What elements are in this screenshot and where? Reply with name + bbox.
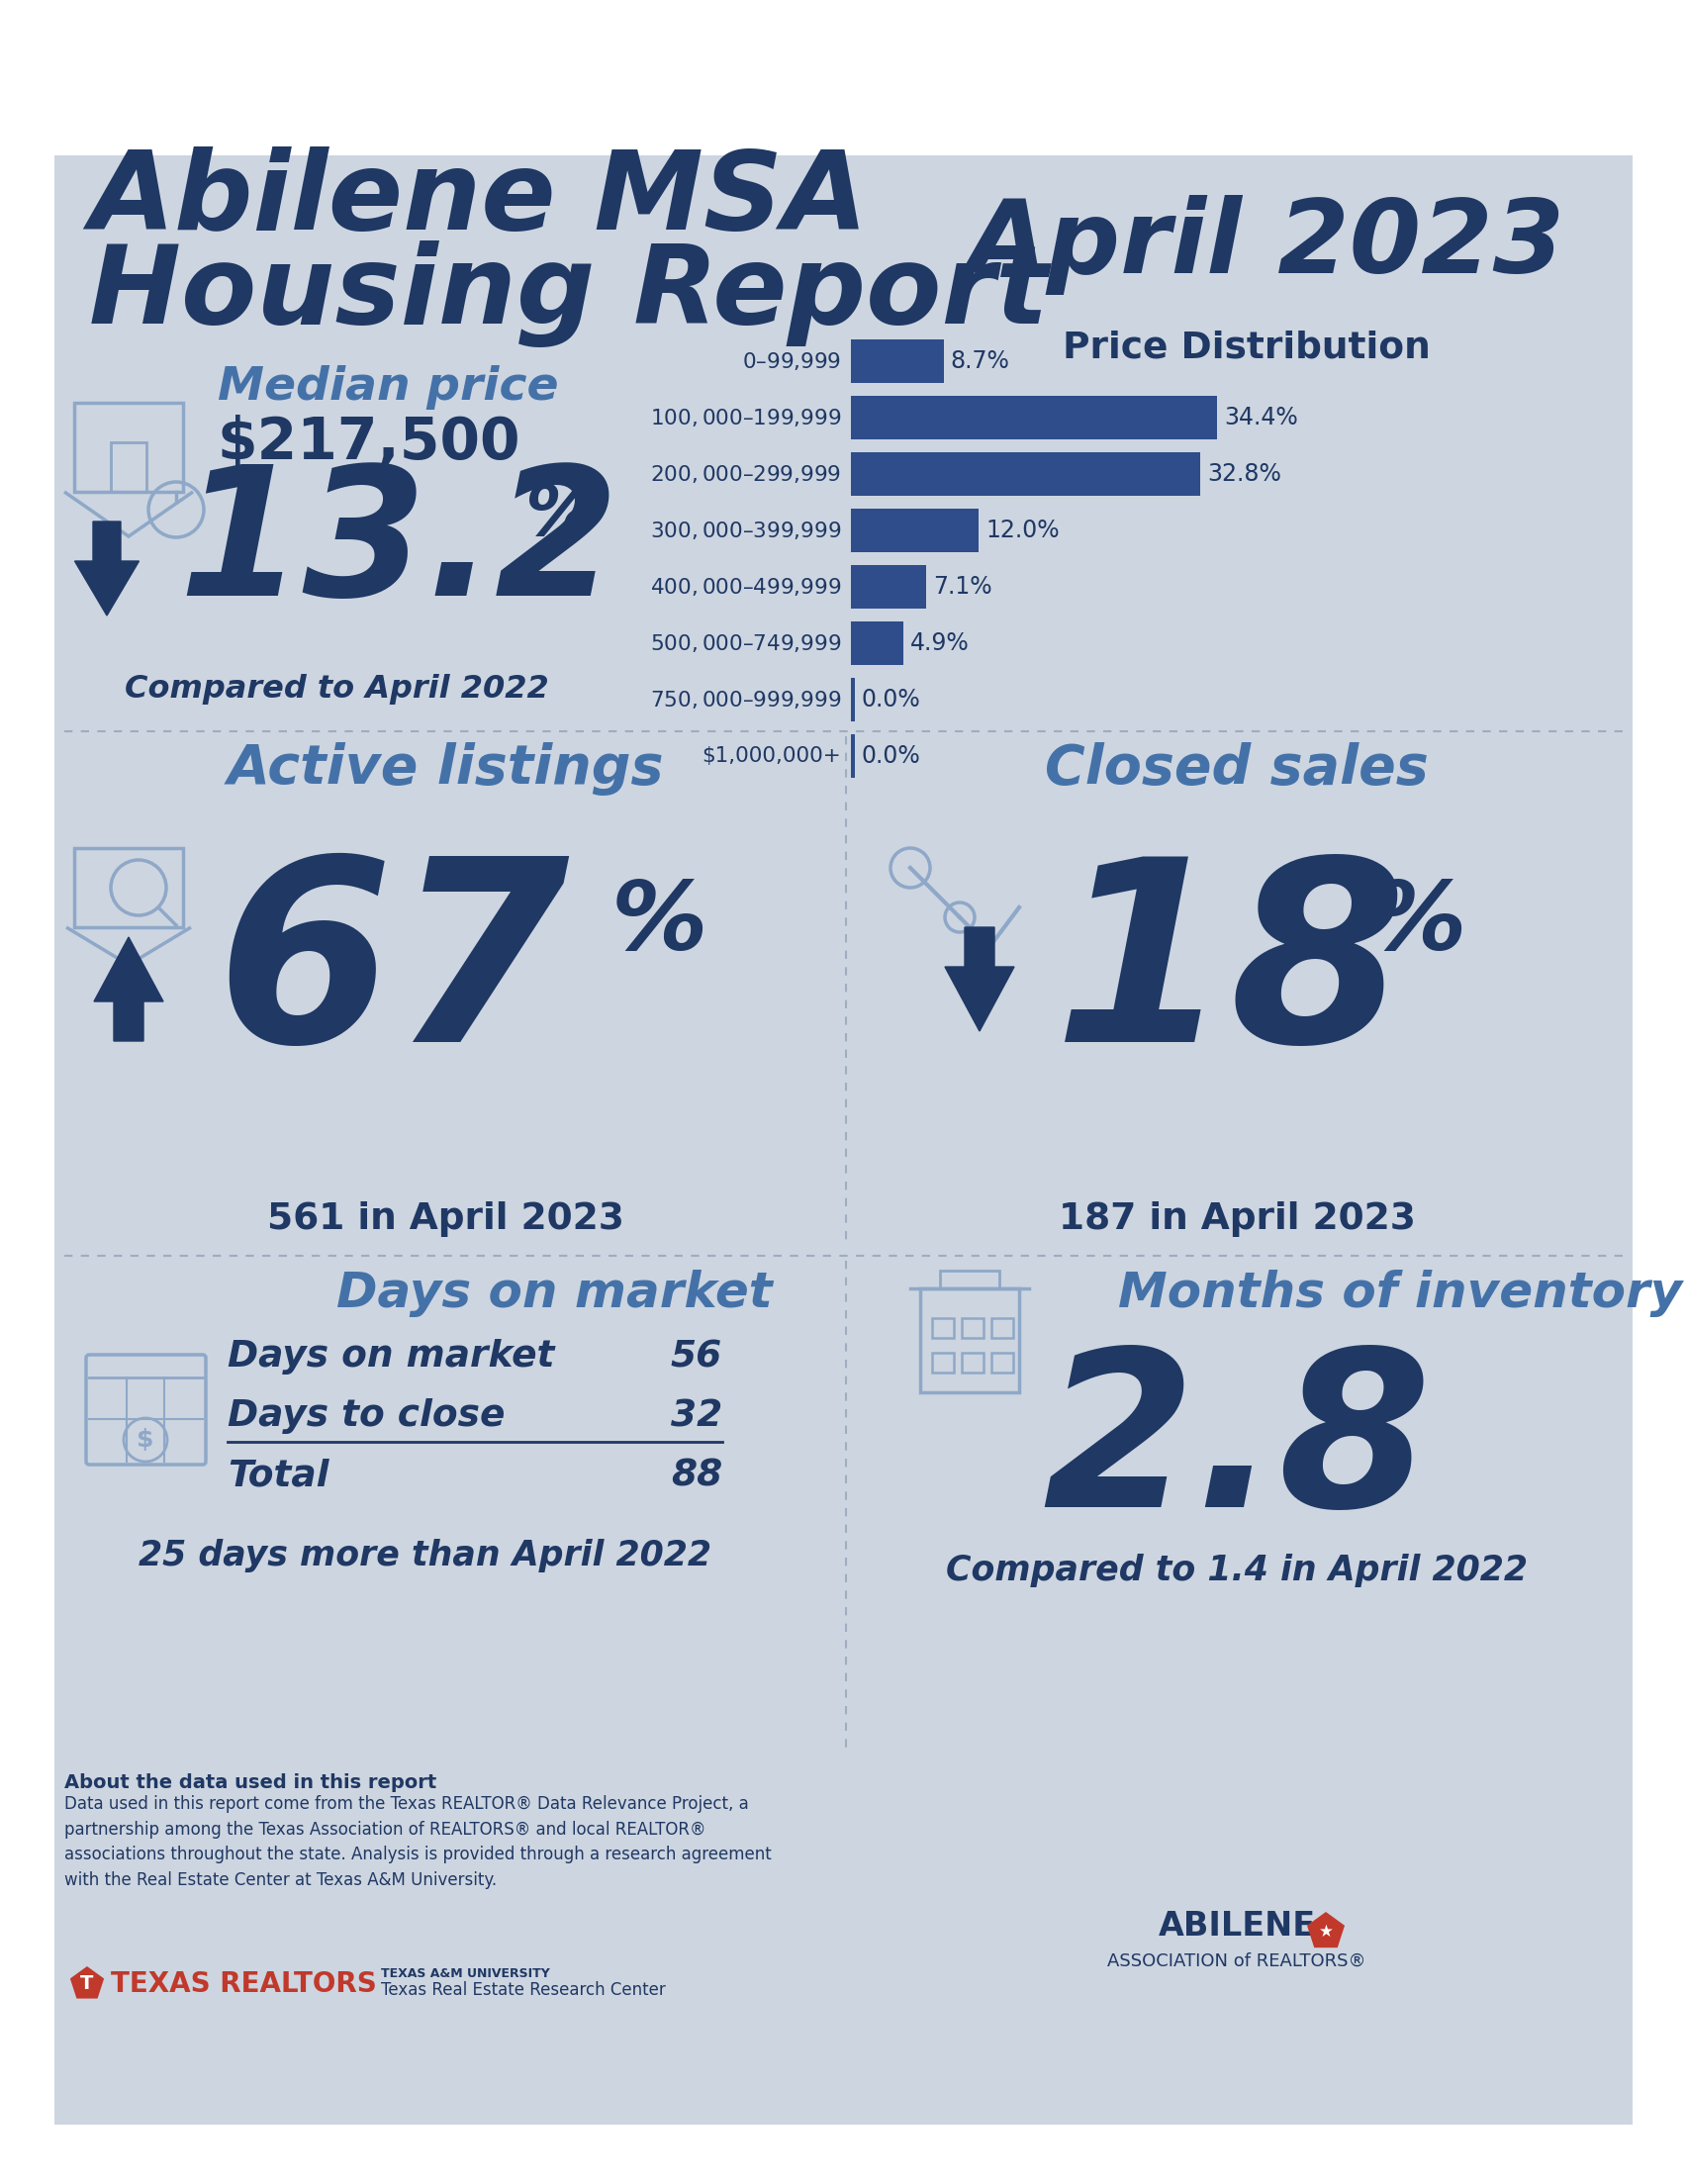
Text: 32: 32	[671, 1398, 722, 1435]
Text: $300,000 – $399,999: $300,000 – $399,999	[649, 520, 842, 542]
Text: Texas Real Estate Research Center: Texas Real Estate Research Center	[381, 1981, 666, 1998]
Text: Total: Total	[228, 1457, 329, 1494]
Text: $0 – $99,999: $0 – $99,999	[742, 349, 842, 371]
Text: 13.2: 13.2	[179, 459, 619, 633]
Bar	[992, 1352, 1014, 1372]
Text: TEXAS REALTORS: TEXAS REALTORS	[111, 1970, 376, 1998]
Text: $217,500: $217,500	[218, 415, 521, 470]
Text: $500,000 – $749,999: $500,000 – $749,999	[649, 633, 842, 655]
Text: TEXAS A&M UNIVERSITY: TEXAS A&M UNIVERSITY	[381, 1968, 550, 1981]
Text: 8.7%: 8.7%	[950, 349, 1011, 373]
Text: Compared to 1.4 in April 2022: Compared to 1.4 in April 2022	[946, 1553, 1528, 1588]
Text: Days to close: Days to close	[228, 1398, 504, 1435]
Text: %: %	[525, 483, 596, 550]
Text: $1,000,000+: $1,000,000+	[702, 747, 842, 767]
Text: $400,000 – $499,999: $400,000 – $499,999	[649, 577, 842, 598]
Text: 32.8%: 32.8%	[1206, 463, 1280, 485]
Bar	[111, 443, 147, 491]
Bar	[931, 1352, 953, 1372]
Text: Active listings: Active listings	[226, 743, 663, 795]
Bar	[74, 402, 184, 491]
Text: 0.0%: 0.0%	[862, 745, 921, 769]
Text: %: %	[611, 878, 709, 970]
Text: About the data used in this report: About the data used in this report	[64, 1773, 437, 1793]
Text: ASSOCIATION of REALTORS®: ASSOCIATION of REALTORS®	[1107, 1952, 1366, 1970]
Text: 25 days more than April 2022: 25 days more than April 2022	[138, 1540, 712, 1572]
Bar	[850, 339, 943, 382]
Text: $100,000 – $199,999: $100,000 – $199,999	[649, 406, 842, 428]
Bar	[962, 1319, 984, 1339]
Text: Abilene MSA: Abilene MSA	[89, 146, 867, 253]
Bar	[850, 509, 978, 553]
FancyArrow shape	[945, 928, 1014, 1031]
Text: %: %	[1370, 878, 1468, 970]
Text: Months of inventory: Months of inventory	[1118, 1269, 1682, 1317]
Text: $750,000 – $999,999: $750,000 – $999,999	[649, 688, 842, 710]
Text: 2.8: 2.8	[1043, 1341, 1432, 1553]
Bar	[850, 622, 903, 664]
Text: 18: 18	[1054, 850, 1407, 1094]
Bar	[74, 847, 184, 928]
Text: 4.9%: 4.9%	[909, 631, 968, 655]
Bar	[940, 1271, 999, 1289]
Text: 561 in April 2023: 561 in April 2023	[267, 1201, 624, 1236]
Text: Price Distribution: Price Distribution	[1063, 330, 1431, 367]
Text: Data used in this report come from the Texas REALTOR® Data Relevance Project, a
: Data used in this report come from the T…	[64, 1795, 771, 1889]
Text: 56: 56	[671, 1339, 722, 1374]
Text: $200,000 – $299,999: $200,000 – $299,999	[649, 463, 842, 485]
Text: $: $	[137, 1428, 154, 1452]
Text: 7.1%: 7.1%	[933, 574, 992, 598]
Text: Closed sales: Closed sales	[1044, 743, 1429, 795]
Text: April 2023: April 2023	[968, 194, 1566, 295]
Bar	[850, 566, 926, 609]
FancyArrow shape	[74, 522, 138, 616]
Bar	[919, 1289, 1019, 1393]
FancyArrow shape	[94, 937, 164, 1042]
Bar	[850, 677, 855, 721]
Text: Housing Report: Housing Report	[89, 240, 1048, 347]
Text: Days on market: Days on market	[228, 1339, 555, 1374]
Text: 187 in April 2023: 187 in April 2023	[1058, 1201, 1415, 1236]
Bar	[850, 395, 1216, 439]
Text: Days on market: Days on market	[336, 1269, 773, 1317]
Text: 88: 88	[671, 1457, 722, 1494]
Bar	[931, 1319, 953, 1339]
Bar	[850, 452, 1199, 496]
Bar	[962, 1352, 984, 1372]
Bar	[850, 734, 855, 778]
Text: 0.0%: 0.0%	[862, 688, 921, 712]
Text: 67: 67	[216, 850, 570, 1094]
Bar	[992, 1319, 1014, 1339]
Text: ABILENE: ABILENE	[1157, 1911, 1316, 1944]
Text: 34.4%: 34.4%	[1225, 406, 1297, 430]
Text: Compared to April 2022: Compared to April 2022	[125, 675, 548, 705]
Text: 12.0%: 12.0%	[985, 518, 1059, 542]
Text: T: T	[81, 1974, 94, 1994]
Text: ★: ★	[1319, 1922, 1333, 1942]
Text: Median price: Median price	[218, 365, 558, 411]
